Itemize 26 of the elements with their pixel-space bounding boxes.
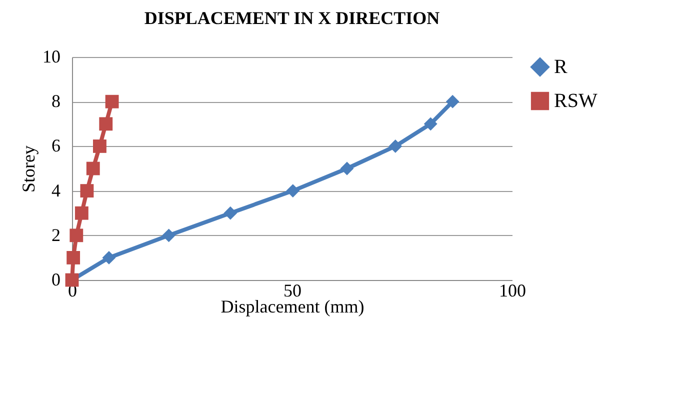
y-tick-label: 10	[42, 46, 60, 66]
point	[80, 184, 94, 198]
point	[424, 117, 438, 131]
point	[446, 94, 460, 108]
y-axis-title: Storey	[18, 146, 38, 192]
chart-title: DISPLACEMENT IN X DIRECTION	[144, 8, 440, 28]
point	[388, 139, 402, 153]
point	[66, 250, 80, 264]
point	[340, 162, 354, 176]
point	[286, 184, 300, 198]
y-tick-label: 4	[52, 180, 60, 200]
legend-label: R	[554, 56, 568, 78]
point	[70, 228, 84, 242]
point	[224, 206, 238, 220]
x-tick-label: 100	[499, 280, 526, 300]
point	[105, 94, 119, 108]
point	[162, 228, 176, 242]
point	[86, 162, 100, 176]
y-tick-label: 6	[52, 136, 60, 156]
point	[93, 139, 106, 153]
y-tick-label: 2	[52, 224, 60, 245]
point	[74, 206, 88, 220]
legend-label: RSW	[554, 90, 598, 112]
point	[99, 117, 113, 131]
y-tick-label: 8	[52, 91, 60, 112]
point	[102, 250, 116, 264]
